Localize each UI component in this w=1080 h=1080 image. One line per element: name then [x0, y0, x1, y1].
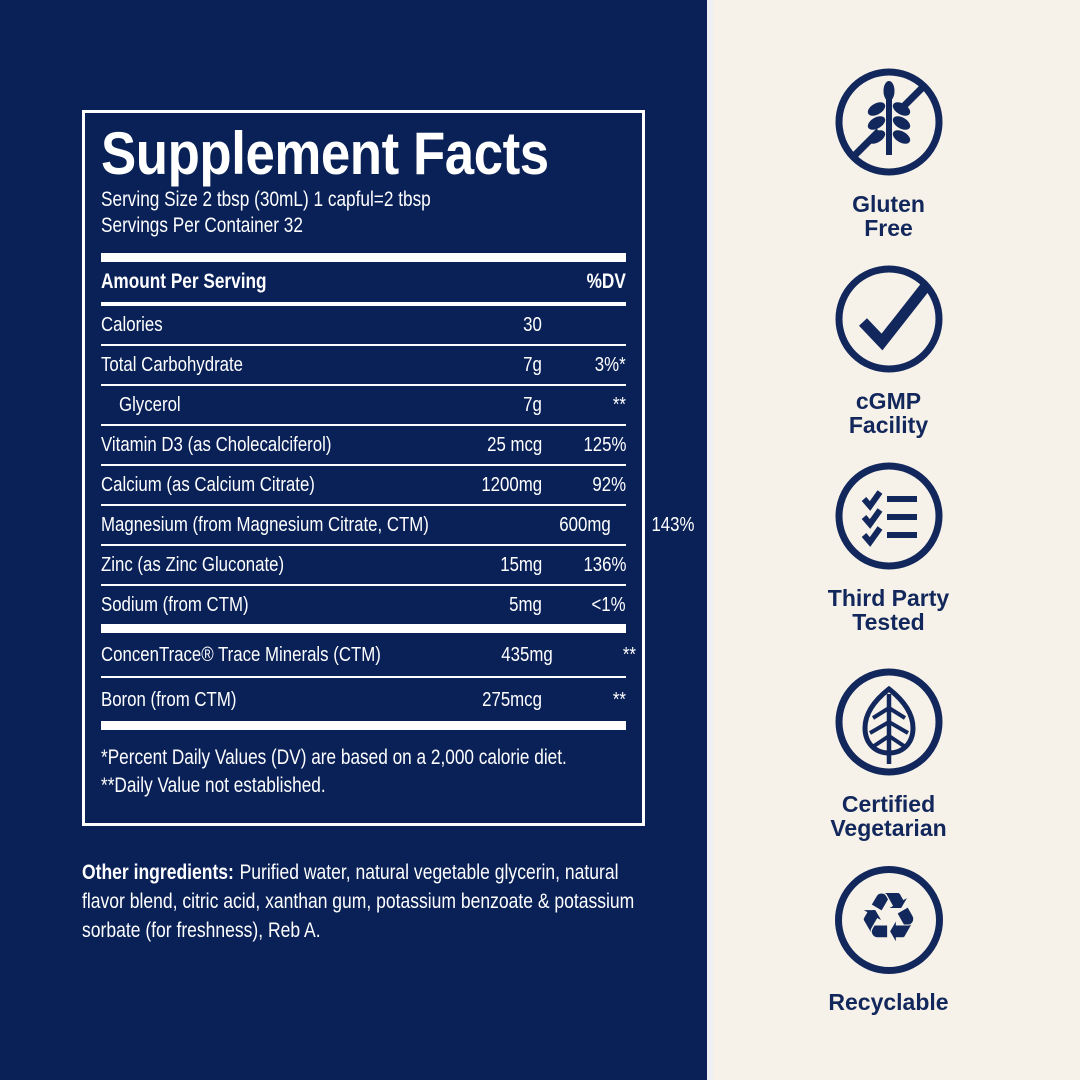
nutrient-dv: 125%	[583, 433, 626, 456]
table-header-row: Amount Per Serving %DV	[101, 262, 626, 302]
amount-per-serving-header: Amount Per Serving	[101, 270, 267, 293]
checklist-icon	[835, 462, 942, 570]
badge-cgmp-facility: cGMP Facility	[705, 265, 1072, 437]
divider-thin	[101, 344, 626, 346]
servings-per-container-line: Servings Per Container 32	[101, 214, 303, 237]
divider-thin	[101, 584, 626, 586]
table-row-total-carbohydrate: Total Carbohydrate 7g 3%*	[101, 346, 626, 384]
badge-third-party-tested: Third Party Tested	[705, 462, 1072, 634]
nutrient-dv: 136%	[583, 553, 626, 576]
table-row-zinc: Zinc (as Zinc Gluconate) 15mg 136%	[101, 546, 626, 584]
divider-thick	[101, 253, 626, 262]
panel-divider	[707, 0, 713, 1080]
divider-thin	[101, 504, 626, 506]
gluten-free-icon	[835, 68, 942, 176]
dv-header: %DV	[586, 270, 626, 293]
nutrient-dv: <1%	[591, 593, 626, 616]
footnote-not-established: **Daily Value not established.	[101, 774, 326, 797]
nutrient-amount: 1200mg	[481, 473, 542, 496]
other-ingredients-label: Other ingredients:	[82, 860, 234, 884]
nutrient-dv: **	[623, 642, 637, 666]
nutrient-name: Sodium (from CTM)	[101, 593, 249, 616]
badge-certified-vegetarian: Certified Vegetarian	[705, 668, 1072, 840]
nutrient-amount: 5mg	[509, 593, 542, 616]
table-row-calories: Calories 30	[101, 306, 626, 344]
divider-thin	[101, 544, 626, 546]
table-row-boron: Boron (from CTM) 275mcg **	[101, 678, 626, 721]
footnote-dv: *Percent Daily Values (DV) are based on …	[101, 746, 567, 769]
nutrient-name: Glycerol	[119, 393, 181, 416]
nutrient-name: Vitamin D3 (as Cholecalciferol)	[101, 433, 332, 456]
navy-background-panel	[0, 0, 707, 1080]
nutrient-name: ConcenTrace® Trace Minerals (CTM)	[101, 642, 381, 666]
nutrient-amount: 7g	[523, 393, 542, 416]
checkmark-icon	[835, 265, 942, 373]
nutrient-amount: 15mg	[499, 553, 542, 576]
table-row-magnesium: Magnesium (from Magnesium Citrate, CTM) …	[101, 506, 695, 544]
nutrient-name: Total Carbohydrate	[101, 353, 244, 376]
badge-label: Gluten Free	[852, 191, 925, 241]
nutrient-name: Magnesium (from Magnesium Citrate, CTM)	[101, 513, 429, 536]
nutrient-amount: 435mg	[500, 642, 553, 666]
supplement-facts-panel: Supplement Facts Serving Size 2 tbsp (30…	[82, 110, 695, 826]
divider-thin	[101, 424, 626, 426]
footnotes: *Percent Daily Values (DV) are based on …	[101, 744, 626, 800]
badge-gluten-free: Gluten Free	[705, 68, 1072, 240]
nutrient-amount: 7g	[523, 353, 542, 376]
divider-thin	[101, 464, 626, 466]
table-row-glycerol: Glycerol 7g **	[101, 386, 626, 424]
badge-recyclable: ♻ Recyclable	[705, 866, 1072, 1014]
table-row-concentrace: ConcenTrace® Trace Minerals (CTM) 435mg …	[101, 633, 636, 676]
nutrient-name: Zinc (as Zinc Gluconate)	[101, 553, 285, 576]
nutrient-amount: 275mcg	[482, 687, 542, 711]
recycle-icon: ♻	[834, 866, 943, 974]
table-row-calcium: Calcium (as Calcium Citrate) 1200mg 92%	[101, 466, 626, 504]
nutrient-dv: 3%*	[595, 353, 626, 376]
table-row-vitamin-d3: Vitamin D3 (as Cholecalciferol) 25 mcg 1…	[101, 426, 626, 464]
divider-thick	[101, 721, 626, 730]
table-row-sodium: Sodium (from CTM) 5mg <1%	[101, 586, 626, 624]
divider-thick	[101, 624, 626, 633]
divider-medium	[101, 302, 626, 306]
nutrient-name: Calcium (as Calcium Citrate)	[101, 473, 315, 496]
divider-thin	[101, 384, 626, 386]
serving-size-line: Serving Size 2 tbsp (30mL) 1 capful=2 tb…	[101, 188, 431, 211]
nutrient-name: Boron (from CTM)	[101, 687, 237, 711]
nutrient-amount: 25 mcg	[486, 433, 542, 456]
supplement-facts-title: Supplement Facts	[101, 120, 549, 187]
badge-label: Third Party Tested	[827, 585, 950, 635]
nutrient-amount: 600mg	[559, 513, 611, 536]
other-ingredients-text: Purified water, natural vegetable glycer…	[82, 860, 635, 942]
badges-column: Gluten Free cGMP Facility	[713, 0, 1080, 1080]
nutrient-name: Calories	[101, 313, 163, 336]
badge-label: cGMP Facility	[848, 388, 929, 438]
nutrient-dv: 92%	[592, 473, 626, 496]
nutrient-dv: **	[612, 393, 626, 416]
badge-label: Recyclable	[828, 989, 949, 1015]
nutrient-dv: 143%	[651, 513, 695, 536]
nutrient-dv: **	[612, 687, 626, 711]
badge-label: Certified Vegetarian	[830, 791, 947, 841]
leaf-icon	[835, 668, 942, 776]
nutrient-amount: 30	[523, 313, 542, 336]
other-ingredients: Other ingredients: Purified water, natura…	[82, 858, 644, 945]
divider-thin	[101, 676, 626, 678]
